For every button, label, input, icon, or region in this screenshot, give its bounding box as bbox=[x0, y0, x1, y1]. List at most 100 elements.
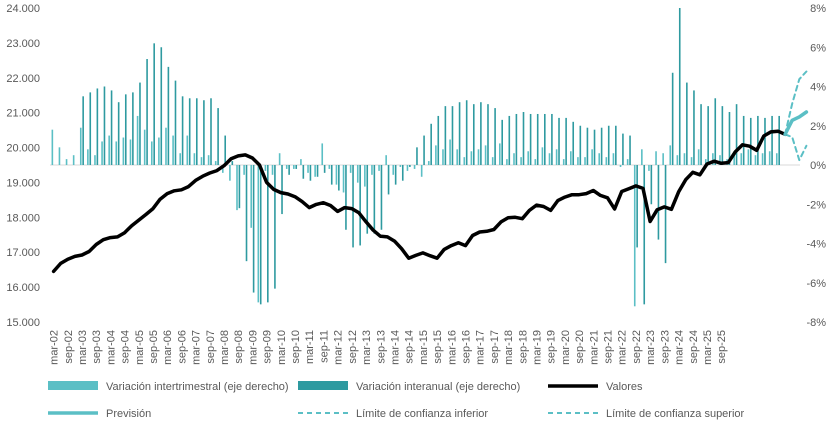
bar-interanual bbox=[430, 123, 432, 165]
bar-intertrimestral bbox=[768, 151, 771, 165]
x-axis-tick-label: sep-20 bbox=[574, 330, 586, 364]
bar-intertrimestral bbox=[690, 157, 693, 165]
bar-intertrimestral bbox=[65, 159, 68, 165]
bar-intertrimestral bbox=[399, 165, 402, 167]
bar-interanual bbox=[700, 104, 702, 165]
line-confianza-inferior bbox=[784, 133, 808, 162]
bar-intertrimestral bbox=[456, 149, 458, 165]
bar-interanual bbox=[757, 115, 759, 165]
bar-intertrimestral bbox=[498, 143, 501, 165]
bar-interanual bbox=[650, 165, 653, 205]
x-axis-tick-label: sep-06 bbox=[176, 330, 188, 364]
bar-intertrimestral bbox=[179, 153, 181, 165]
bar-intertrimestral bbox=[229, 165, 231, 181]
bar-interanual bbox=[89, 92, 92, 165]
bar-interanual bbox=[110, 90, 113, 165]
bar-intertrimestral bbox=[655, 151, 657, 165]
bar-intertrimestral bbox=[214, 161, 217, 165]
axes: 15.000 16.000 17.000 18.000 19.000 20.000 21.0… bbox=[6, 3, 826, 365]
bar-interanual bbox=[146, 59, 148, 165]
bar-interanual bbox=[217, 108, 219, 165]
bar-intertrimestral bbox=[101, 141, 103, 165]
x-axis-tick-label: mar-17 bbox=[475, 330, 487, 365]
x-axis-tick-label: sep-08 bbox=[233, 330, 245, 364]
bar-intertrimestral bbox=[143, 129, 146, 165]
bar-intertrimestral bbox=[200, 157, 203, 165]
x-axis-tick-label: sep-13 bbox=[375, 330, 387, 364]
bar-intertrimestral bbox=[150, 141, 153, 165]
x-axis-tick-label: mar-23 bbox=[645, 330, 657, 365]
left-axis-tick-label: 22.000 bbox=[6, 73, 40, 85]
bar-interanual bbox=[629, 135, 631, 165]
legend-item: Variación intertrimestral (eje derecho) bbox=[48, 381, 289, 393]
bar-interanual bbox=[522, 112, 525, 165]
bar-intertrimestral bbox=[775, 153, 778, 165]
lines bbox=[51, 70, 809, 274]
x-axis-tick-label: mar-07 bbox=[191, 330, 203, 365]
bar-interanual bbox=[330, 165, 333, 185]
bar-intertrimestral bbox=[293, 165, 295, 169]
bar-intertrimestral bbox=[477, 149, 480, 165]
x-axis-tick-label: mar-20 bbox=[560, 330, 572, 365]
bar-intertrimestral bbox=[676, 155, 679, 165]
bar-intertrimestral bbox=[364, 165, 366, 187]
bar-interanual bbox=[572, 121, 575, 165]
bar-intertrimestral bbox=[321, 143, 324, 165]
bar-interanual bbox=[139, 82, 141, 165]
x-axis-tick-label: mar-02 bbox=[49, 330, 61, 365]
x-axis-tick-label: mar-04 bbox=[105, 330, 117, 365]
bar-intertrimestral bbox=[257, 165, 260, 303]
bar-interanual bbox=[551, 113, 553, 165]
bar-intertrimestral bbox=[570, 151, 572, 165]
x-axis-tick-label: mar-18 bbox=[503, 330, 515, 365]
bar-interanual bbox=[96, 88, 99, 165]
bar-intertrimestral bbox=[264, 165, 267, 171]
left-axis-tick-label: 16.000 bbox=[6, 282, 40, 294]
x-axis-tick-label: sep-03 bbox=[91, 330, 103, 364]
bar-intertrimestral bbox=[250, 165, 253, 228]
legend-item: Límite de confianza superior bbox=[548, 408, 745, 420]
bar-interanual bbox=[749, 117, 752, 165]
x-axis-tick-label: mar-11 bbox=[304, 330, 316, 364]
bar-intertrimestral bbox=[435, 145, 437, 165]
bar-intertrimestral bbox=[761, 153, 764, 165]
bar-intertrimestral bbox=[733, 151, 735, 165]
left-axis-tick-label: 19.000 bbox=[6, 177, 40, 189]
bar-interanual bbox=[735, 104, 738, 165]
right-axis-tick-label: 8% bbox=[810, 3, 826, 15]
right-axis-tick-label: -4% bbox=[806, 239, 826, 251]
bar-intertrimestral bbox=[669, 145, 672, 165]
bar-interanual bbox=[742, 115, 745, 165]
bar-interanual bbox=[714, 98, 717, 165]
bar-interanual bbox=[423, 135, 425, 165]
bar-interanual bbox=[693, 90, 695, 165]
bar-intertrimestral bbox=[420, 165, 423, 177]
bar-intertrimestral bbox=[285, 165, 288, 169]
right-axis-tick-label: 4% bbox=[810, 82, 826, 94]
bar-intertrimestral bbox=[349, 165, 352, 173]
x-axis-tick-label: sep-18 bbox=[517, 330, 529, 364]
bar-interanual bbox=[174, 80, 177, 165]
legend-item: Variación interanual (eje derecho) bbox=[298, 381, 520, 393]
bar-intertrimestral bbox=[506, 159, 508, 165]
line-prevision bbox=[783, 110, 809, 137]
x-axis-tick-label: sep-10 bbox=[290, 330, 302, 364]
bar-intertrimestral bbox=[662, 153, 664, 165]
bar-intertrimestral bbox=[704, 159, 707, 165]
bar-intertrimestral bbox=[94, 155, 96, 165]
legend-label: Variación interanual (eje derecho) bbox=[356, 381, 520, 393]
bar-interanual bbox=[444, 106, 447, 165]
x-axis-tick-label: mar-05 bbox=[134, 330, 146, 365]
x-axis-tick-label: sep-19 bbox=[546, 330, 558, 364]
bar-interanual bbox=[607, 125, 610, 165]
bar-interanual bbox=[465, 100, 468, 165]
bar-interanual bbox=[103, 86, 106, 165]
bar-intertrimestral bbox=[463, 157, 466, 165]
bar-interanual bbox=[515, 113, 518, 165]
bar-intertrimestral bbox=[612, 153, 615, 165]
bar-intertrimestral bbox=[58, 147, 61, 165]
bar-intertrimestral bbox=[470, 151, 473, 165]
legend: Variación intertrimestral (eje derecho) V… bbox=[48, 381, 745, 420]
bar-interanual bbox=[394, 165, 397, 185]
left-axis-tick-label: 24.000 bbox=[6, 3, 40, 15]
